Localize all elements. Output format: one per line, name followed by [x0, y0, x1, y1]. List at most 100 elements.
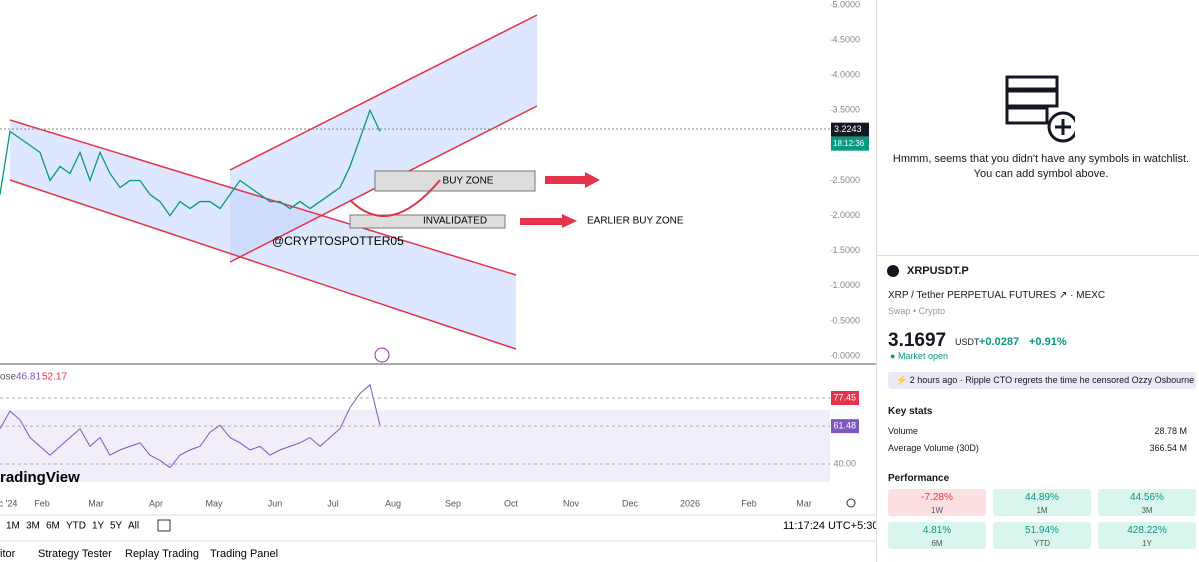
- divider: [877, 255, 1199, 256]
- time-label: c '24: [0, 498, 17, 508]
- description: XRP / Tether PERPETUAL FUTURES ↗ · MEXC: [888, 290, 1106, 301]
- exchange: MEXC: [1076, 290, 1106, 301]
- performance-tile: 428.22% 1Y: [1098, 522, 1196, 549]
- tile-value: 51.94%: [1025, 525, 1059, 536]
- tile-value: 44.89%: [1025, 492, 1059, 503]
- price-tick-label: 1.5000: [832, 245, 860, 255]
- time-label: Aug: [385, 498, 401, 508]
- range-button[interactable]: 6M: [46, 521, 60, 532]
- tile-value: -7.28%: [921, 492, 953, 503]
- countdown: 18:12:36: [833, 139, 865, 148]
- range-button[interactable]: YTD: [66, 521, 86, 532]
- change: +0.0287: [979, 336, 1020, 348]
- price-tick-label: 0.0000: [832, 350, 860, 360]
- tile-value: 428.22%: [1127, 525, 1167, 536]
- annotation: INVALIDATED: [423, 216, 487, 227]
- watermark: radingView: [0, 469, 80, 486]
- last-price: 3.2243: [834, 124, 862, 134]
- tile-period: 1W: [931, 506, 943, 515]
- tile-period: 6M: [931, 539, 943, 548]
- performance-tile: 44.56% 3M: [1098, 489, 1196, 516]
- range-button[interactable]: 3M: [26, 521, 40, 532]
- stat-label: Average Volume (30D): [888, 443, 979, 453]
- range-button[interactable]: All: [128, 521, 139, 532]
- rsi-label-bg: [831, 419, 859, 434]
- performance-tile: 4.81% 6M: [888, 522, 986, 549]
- bottom-tab[interactable]: Replay Trading: [125, 548, 199, 560]
- price-tick-label: 3.5000: [832, 105, 860, 115]
- range-button[interactable]: 1Y: [92, 521, 105, 532]
- path-arrow: [349, 179, 441, 217]
- empty-message: Hmmm, seems that you didn't have any sym…: [892, 153, 1190, 180]
- price: 3.1697: [888, 330, 947, 351]
- bottom-tab[interactable]: itor: [0, 548, 16, 560]
- section-title: Key stats: [888, 406, 933, 417]
- time-label: Mar: [796, 498, 812, 508]
- time-label: Feb: [34, 498, 50, 508]
- time-label: Nov: [563, 498, 580, 508]
- price-line: [0, 108, 381, 217]
- settings-icon[interactable]: [846, 498, 856, 508]
- range-button[interactable]: 5Y: [110, 521, 123, 532]
- range-button[interactable]: 1M: [6, 521, 20, 532]
- channel-line: [229, 14, 538, 171]
- tile-period: 3M: [1141, 506, 1153, 515]
- up-channel: [230, 15, 537, 262]
- section-title: Performance: [888, 473, 950, 484]
- time-label: Oct: [504, 498, 519, 508]
- price-tick-label: 0.5000: [832, 315, 860, 325]
- rsi-label-bg: [831, 391, 859, 405]
- last-price-bg: [831, 122, 869, 137]
- time-label: Jul: [327, 498, 339, 508]
- price-tick-label: 2.5000: [832, 175, 860, 185]
- stat-value: 366.54 M: [1149, 443, 1187, 453]
- clock: 11:17:24 UTC+5:30: [783, 520, 876, 532]
- price-tick-label: 2.0000: [832, 210, 860, 220]
- price-tick-label: 4.5000: [832, 34, 860, 44]
- time-label: Jun: [268, 498, 283, 508]
- description-text: XRP / Tether PERPETUAL FUTURES: [888, 290, 1057, 301]
- stat-label: Volume: [888, 426, 919, 436]
- bottom-tab[interactable]: Trading Panel: [210, 548, 278, 560]
- news[interactable]: ⚡ 2 hours ago · Ripple CTO regrets the t…: [888, 372, 1196, 389]
- time-label: Feb: [741, 498, 757, 508]
- bottom-tab[interactable]: Strategy Tester: [38, 548, 112, 560]
- time-label: Mar: [88, 498, 104, 508]
- change-pct: +0.91%: [1029, 336, 1067, 348]
- date-range-icon[interactable]: [157, 519, 171, 532]
- performance-tile: -7.28% 1W: [888, 489, 986, 516]
- time-label: Sep: [445, 498, 461, 508]
- invalidated-box: [349, 214, 506, 229]
- annotation: EARLIER BUY ZONE: [587, 216, 684, 227]
- time-label: Dec: [622, 498, 639, 508]
- rsi-header: ose: [0, 372, 17, 383]
- price-tick-label: 1.0000: [832, 280, 860, 290]
- tile-value: 44.56%: [1130, 492, 1164, 503]
- down-channel: [10, 120, 516, 349]
- tile-period: 1M: [1036, 506, 1048, 515]
- time-label: 2026: [680, 498, 700, 508]
- time-label: May: [205, 498, 223, 508]
- symbol[interactable]: XRPUSDT.P: [907, 265, 969, 277]
- watchlist-icon: [1005, 75, 1075, 143]
- performance-tile: 44.89% 1M: [993, 489, 1091, 516]
- rsi-tick-label: 40.00: [833, 458, 856, 468]
- currency: USDT: [955, 337, 980, 347]
- arrow: [520, 214, 577, 228]
- divider: [876, 0, 877, 562]
- price-tick-label: 4.0000: [832, 70, 860, 80]
- rsi-value: 46.81: [16, 372, 41, 383]
- rsi-tick-label: 77.45: [833, 392, 856, 402]
- annotation: @CRYPTOSPOTTER05: [272, 234, 404, 248]
- price-tick-label: 5.0000: [832, 0, 860, 9]
- channel-line: [9, 179, 517, 350]
- tags: Swap • Crypto: [888, 306, 946, 316]
- event-icon[interactable]: [374, 347, 390, 363]
- status-text: Market open: [897, 351, 948, 361]
- news-text: 2 hours ago · Ripple CTO regrets the tim…: [909, 375, 1195, 385]
- rsi-value: 52.17: [42, 372, 67, 383]
- rsi-tick-label: 61.48: [833, 421, 856, 431]
- countdown-bg: [831, 136, 869, 151]
- time-label: Apr: [149, 498, 163, 508]
